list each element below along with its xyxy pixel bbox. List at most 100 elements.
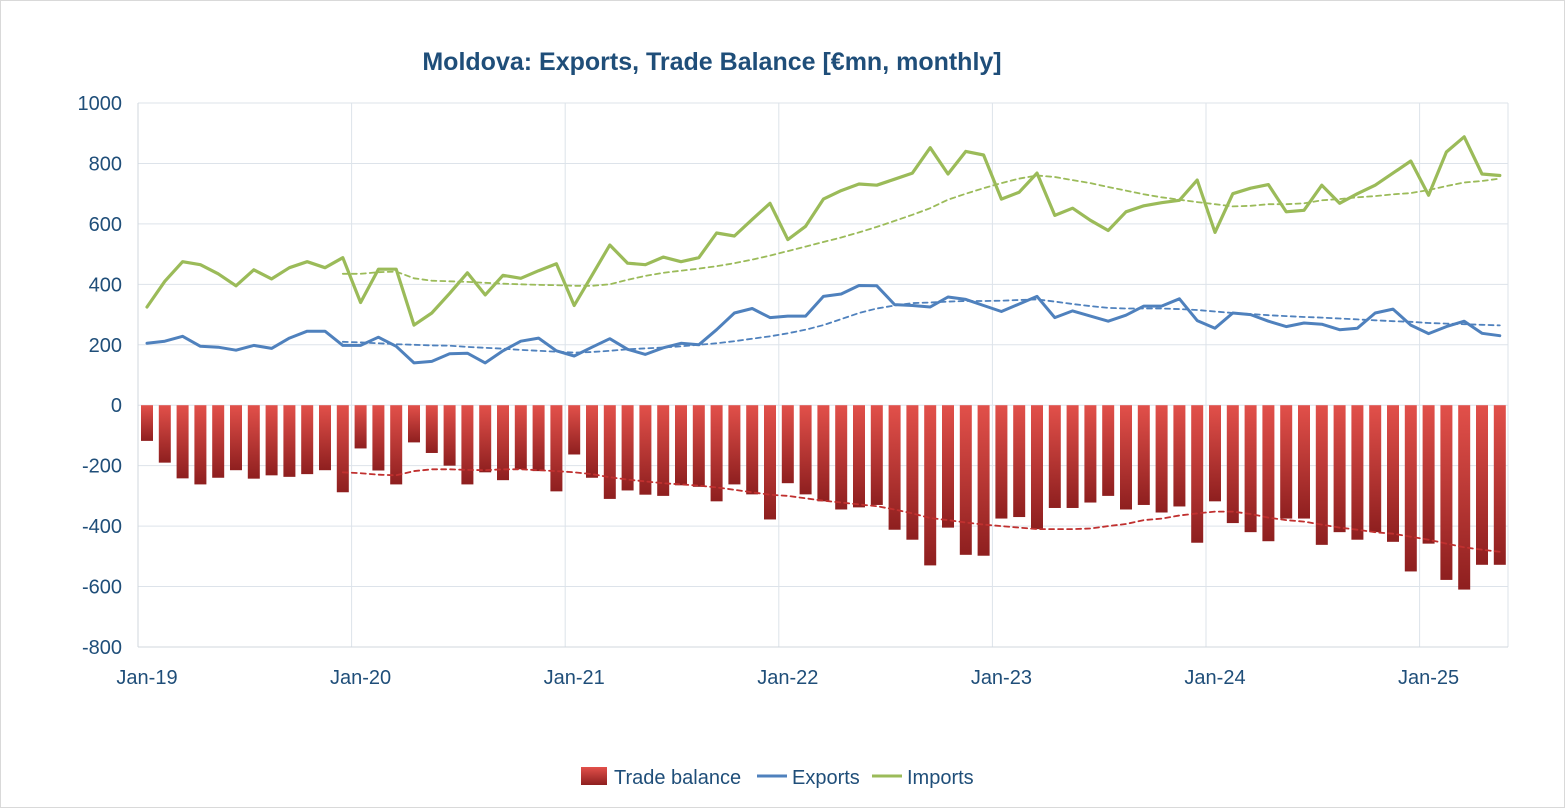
x-tick-label: Jan-22: [757, 667, 818, 689]
trade-balance-bar: [497, 405, 509, 481]
trade-balance-bar: [141, 405, 153, 441]
trade-balance-bar: [1458, 405, 1471, 590]
trade-balance-bar: [443, 405, 456, 466]
trade-balance-bar: [247, 405, 260, 479]
trade-balance-bar: [942, 405, 954, 528]
trade-balance-bar: [550, 405, 563, 492]
trade-balance-bar: [390, 405, 403, 485]
trade-balance-bar: [657, 405, 670, 496]
y-tick-label: -200: [82, 456, 122, 478]
trade-balance-bar: [1351, 405, 1364, 540]
trade-balance-bar: [1422, 405, 1435, 544]
x-tick-label: Jan-24: [1184, 667, 1245, 689]
trade-balance-bar: [319, 405, 331, 471]
y-tick-label: 0: [111, 395, 122, 417]
legend-label-imports: Imports: [907, 767, 974, 789]
trade-balance-bar: [764, 405, 776, 520]
x-tick-label: Jan-19: [116, 667, 177, 689]
legend: Trade balance Exports Imports: [581, 767, 974, 789]
trade-balance-bar: [995, 405, 1008, 519]
imports-line: [145, 135, 1502, 327]
trade-balance-bar: [212, 405, 225, 478]
trade-balance-bar: [639, 405, 652, 495]
x-tick-label: Jan-21: [544, 667, 605, 689]
trade-balance-bar: [1084, 405, 1097, 503]
axis-layer: 1000 800 600 400 200 0 -200 -400 -600 -800 Jan-19 J…: [78, 93, 1460, 689]
x-tick-label: Jan-25: [1398, 667, 1459, 689]
bar-layer: [141, 405, 1506, 590]
y-tick-label: 200: [89, 335, 122, 357]
trade-balance-bar: [746, 405, 759, 495]
trade-balance-bar: [372, 405, 385, 471]
trade-balance-bar: [799, 405, 812, 495]
trade-balance-bar: [176, 405, 189, 479]
trade-balance-trend-line: [341, 468, 1501, 553]
trade-balance-bar: [870, 405, 883, 505]
trade-balance-bar: [194, 405, 207, 485]
trade-balance-bar: [301, 405, 314, 475]
trade-balance-bar: [1369, 405, 1382, 533]
trade-balance-bar: [568, 405, 581, 455]
trade-balance-bar: [1476, 405, 1488, 565]
y-tick-label: -600: [82, 577, 122, 599]
trade-balance-bar: [710, 405, 723, 502]
trade-balance-bar: [336, 405, 349, 493]
trade-balance-bar: [1387, 405, 1399, 542]
trade-balance-bar: [1120, 405, 1132, 510]
trade-balance-bar: [817, 405, 830, 502]
trade-balance-bar: [924, 405, 937, 566]
exports-trend-line: [341, 298, 1501, 354]
trade-balance-bar: [1493, 405, 1506, 565]
trade-balance-bar: [1262, 405, 1275, 542]
trade-balance-bar: [1440, 405, 1453, 580]
grid-layer: [137, 102, 1509, 648]
trade-balance-bar: [603, 405, 616, 499]
trade-balance-bar: [835, 405, 848, 510]
trade-balance-bar: [1031, 405, 1043, 530]
trade-balance-bar: [425, 405, 438, 453]
trade-balance-bar: [265, 405, 278, 476]
trade-balance-bar: [1066, 405, 1079, 508]
trade-balance-bar: [906, 405, 919, 540]
trade-balance-bar: [1298, 405, 1310, 519]
trade-balance-bar: [514, 405, 527, 470]
trade-balance-bar: [1280, 405, 1293, 519]
trade-balance-bar: [532, 405, 545, 472]
line-layer: [145, 135, 1502, 553]
trade-balance-bar: [1404, 405, 1417, 572]
chart-title: Moldova: Exports, Trade Balance [€mn, mo…: [422, 48, 1001, 76]
trade-balance-bar: [853, 405, 865, 508]
trade-balance-bar: [675, 405, 687, 486]
x-tick-label: Jan-20: [330, 667, 391, 689]
legend-swatch-trade-balance: [581, 767, 607, 785]
legend-label-exports: Exports: [792, 767, 860, 789]
trade-balance-bar: [692, 405, 705, 487]
trade-balance-bar: [977, 405, 990, 556]
y-tick-label: 400: [89, 274, 122, 296]
trade-balance-bar: [1191, 405, 1204, 543]
imports-trend-line: [341, 174, 1501, 287]
trade-balance-bar: [959, 405, 972, 555]
y-tick-label: 1000: [78, 93, 123, 115]
trade-balance-bar: [1315, 405, 1328, 545]
trade-balance-bar: [888, 405, 901, 530]
x-tick-label: Jan-23: [971, 667, 1032, 689]
y-tick-label: 800: [89, 153, 122, 175]
trade-balance-bar: [479, 405, 492, 473]
trade-balance-bar: [354, 405, 367, 449]
trade-balance-bar: [1333, 405, 1346, 533]
trade-balance-bar: [1173, 405, 1186, 507]
trade-balance-bar: [1048, 405, 1061, 508]
trade-balance-bar: [1226, 405, 1239, 524]
trade-balance-bar: [1137, 405, 1150, 505]
trade-balance-bar: [1155, 405, 1168, 513]
trade-balance-bar: [728, 405, 741, 485]
trade-balance-bar: [230, 405, 242, 471]
trade-balance-bar: [1209, 405, 1221, 502]
y-tick-label: 600: [89, 214, 122, 236]
trade-balance-bar: [283, 405, 296, 477]
trade-balance-bar: [461, 405, 474, 485]
